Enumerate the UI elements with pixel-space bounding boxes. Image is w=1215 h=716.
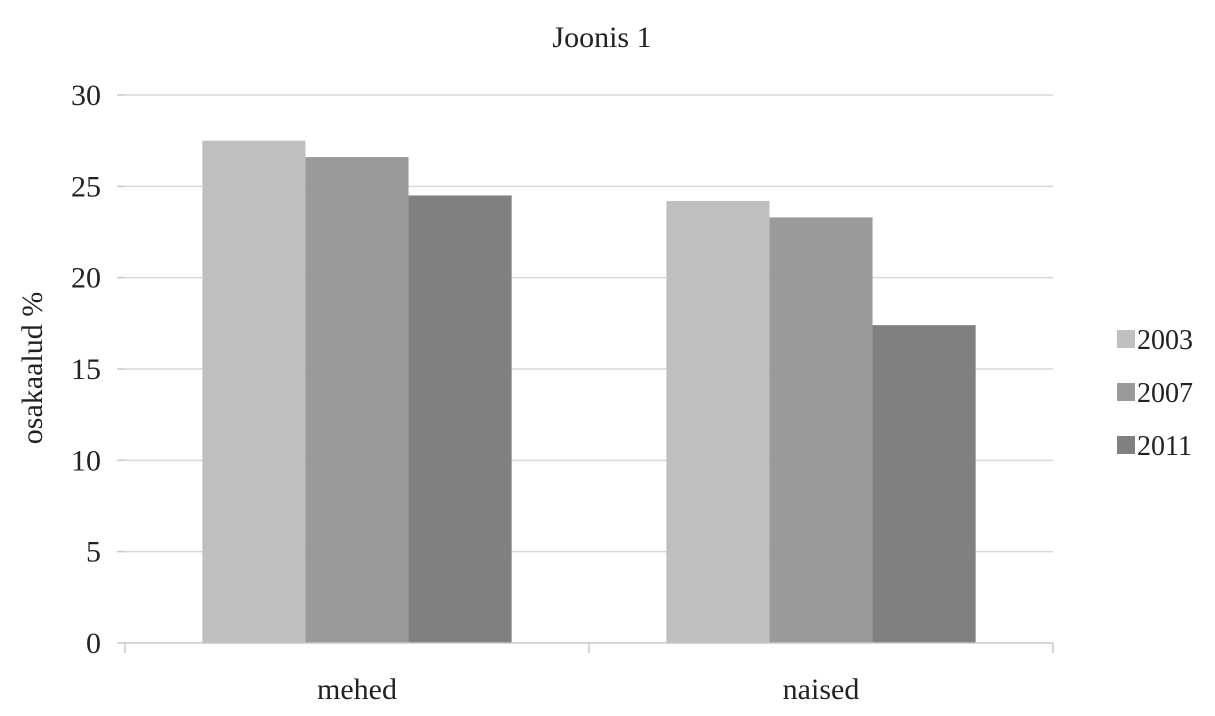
legend-label: 2003 [1137,325,1193,356]
y-tick-label: 0 [86,627,101,660]
legend-swatch-2011 [1117,436,1135,454]
bars-group [202,140,976,644]
axes-group: 0 5 10 15 20 25 30 mehed naised [71,79,1054,706]
legend-label: 2007 [1137,378,1193,409]
legend: 2003 2007 2011 [1117,325,1193,462]
legend-swatch-2007 [1117,383,1135,401]
y-tick-label: 5 [86,536,101,569]
legend-swatch-2003 [1117,330,1135,348]
x-category-label: mehed [317,673,397,706]
chart-title: Joonis 1 [552,21,651,54]
bar-mehed-2003 [202,140,306,643]
bar-mehed-2007 [305,157,409,643]
y-tick-label: 30 [71,79,101,112]
y-tick-label: 15 [71,353,101,386]
bar-naised-2003 [666,200,770,644]
legend-label: 2011 [1137,431,1192,462]
bar-mehed-2011 [408,195,512,643]
y-tick-label: 25 [71,170,101,203]
y-axis-label: osakaalud % [16,292,49,444]
bar-naised-2007 [769,217,873,644]
y-tick-label: 20 [71,262,101,295]
x-category-label: naised [783,673,860,706]
y-tick-label: 10 [71,444,101,477]
bar-naised-2011 [872,325,976,643]
